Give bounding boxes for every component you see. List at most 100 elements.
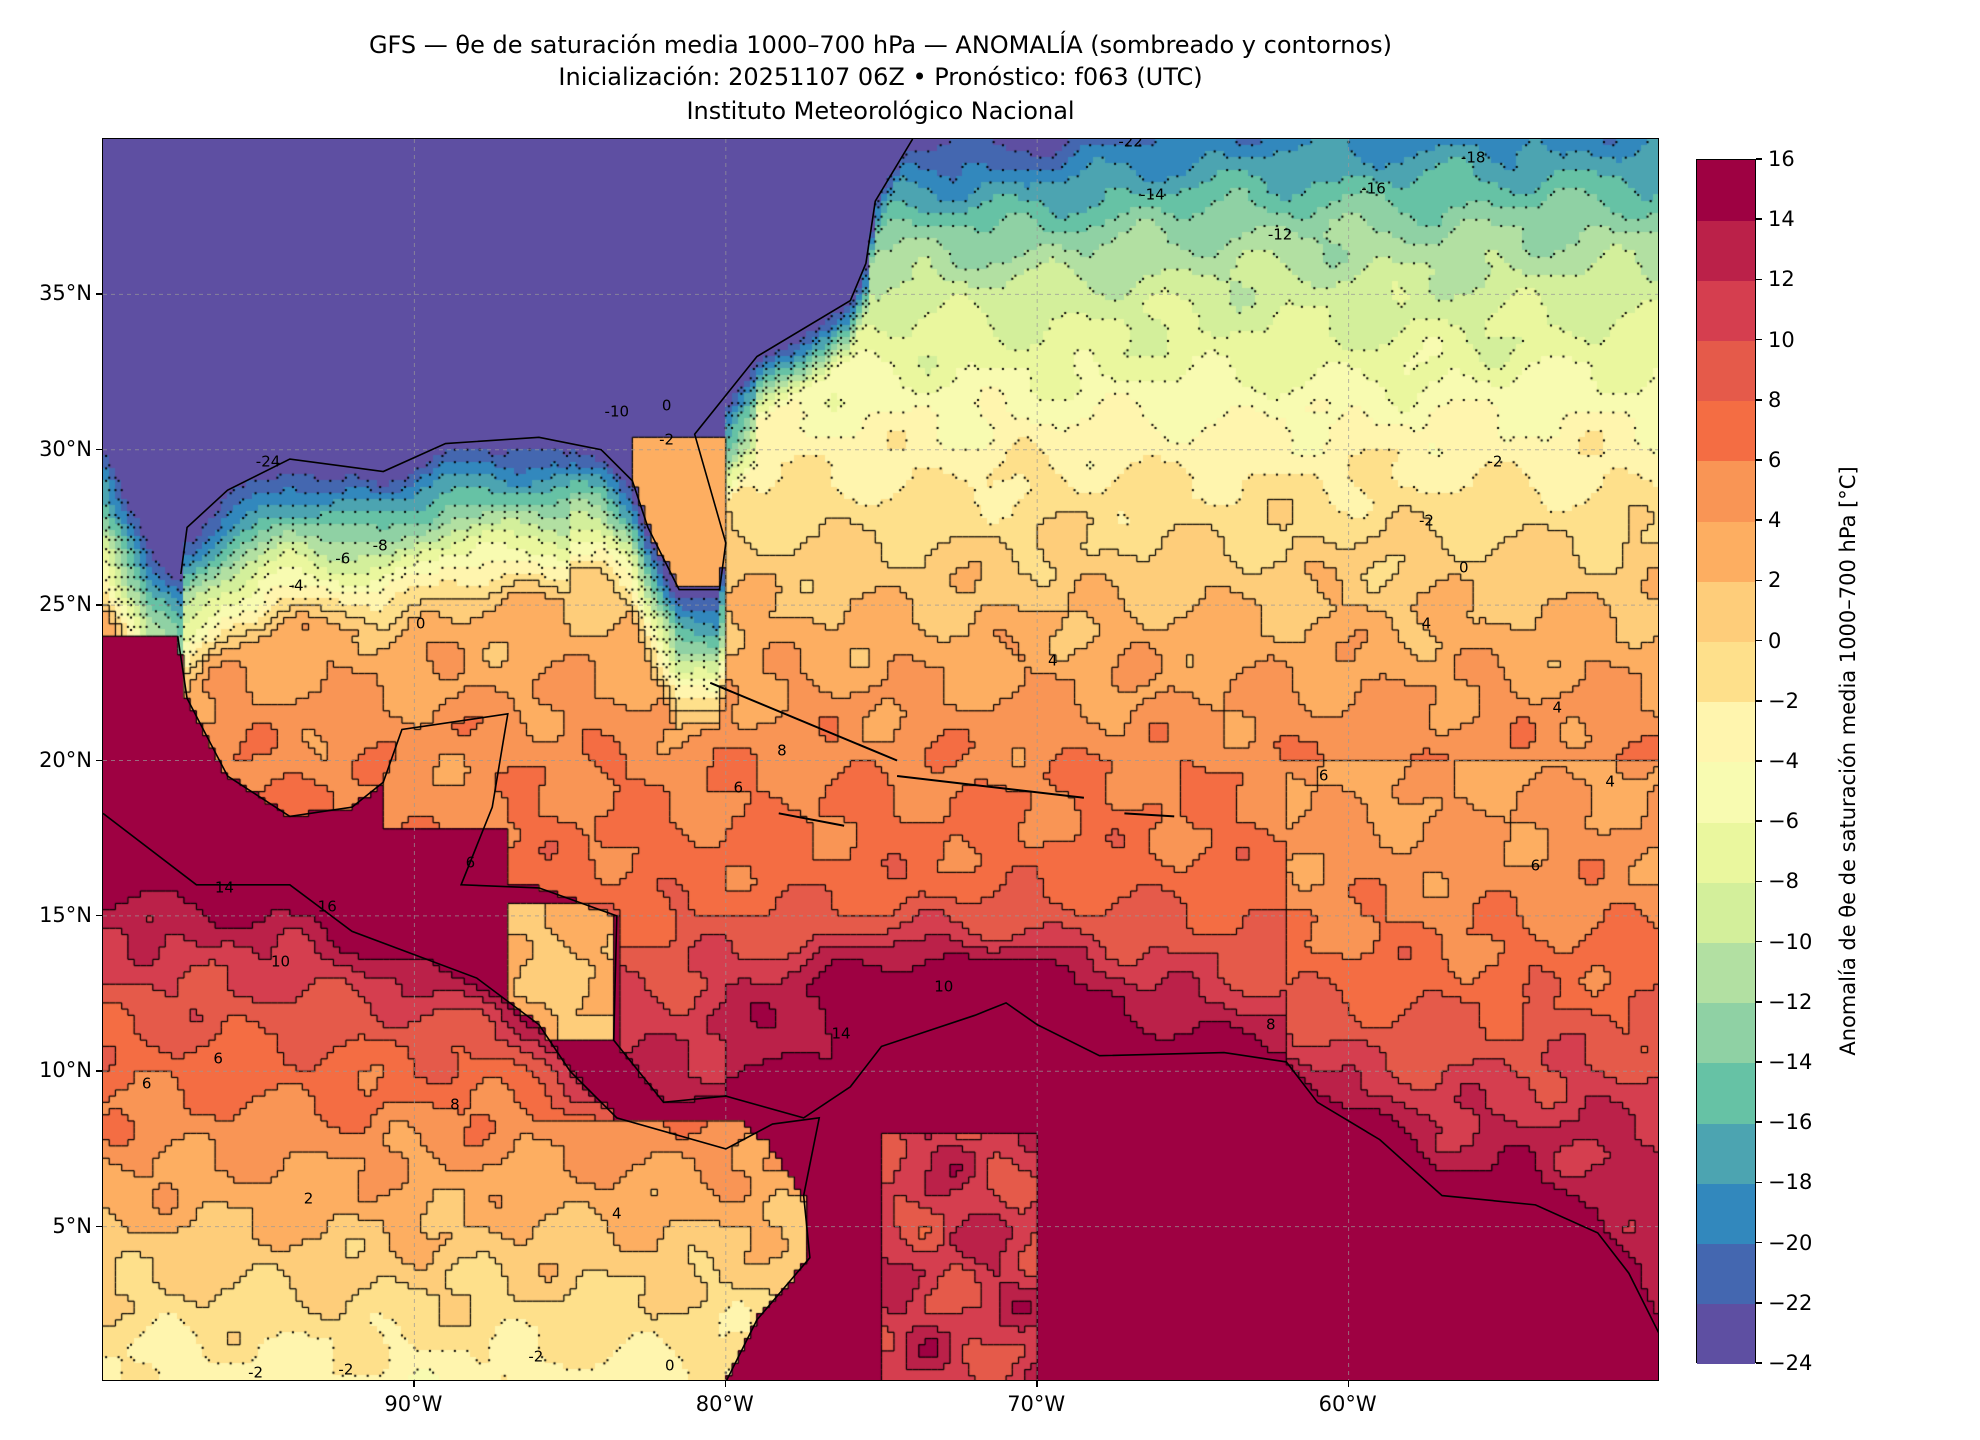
y-tick-mark (96, 604, 102, 606)
colorbar-tick-label: −22 (1768, 1290, 1813, 1315)
colorbar-band (1697, 581, 1755, 643)
contour-label: 4 (612, 1204, 622, 1223)
contour-label: 2 (303, 1189, 314, 1208)
y-tick-label: 30°N (39, 436, 92, 461)
coastline-pacific (103, 812, 821, 1380)
x-tick-label: 60°W (1318, 1392, 1377, 1416)
colorbar-band (1697, 280, 1755, 342)
colorbar-band (1697, 942, 1755, 1004)
contour-label: -16 (1361, 179, 1386, 198)
colorbar-tick-mark (1756, 639, 1762, 642)
y-tick-label: 20°N (39, 747, 92, 772)
contour-label: 14 (214, 878, 234, 897)
chart-subtitle-institute: Instituto Meteorológico Nacional (686, 97, 1075, 125)
colorbar-band (1697, 521, 1755, 582)
colorbar-tick-label: −12 (1768, 989, 1813, 1014)
colorbar-band (1697, 461, 1755, 522)
colorbar-tick-label: 6 (1768, 448, 1782, 472)
colorbar-tick-mark (1756, 1001, 1762, 1003)
colorbar-tick-label: −4 (1768, 749, 1799, 773)
colorbar-tick-label: 8 (1768, 387, 1782, 412)
y-tick-mark (96, 914, 102, 917)
contour-label: -2 (248, 1363, 264, 1381)
colorbar-tick-mark (1756, 1241, 1762, 1244)
contour-label: -6 (335, 549, 351, 567)
colorbar-band (1697, 1063, 1755, 1124)
contour-label: -22 (1118, 138, 1143, 151)
contour-label: 4 (1552, 698, 1563, 717)
colorbar-tick-mark (1756, 940, 1762, 943)
colorbar-band (1697, 1303, 1755, 1365)
x-tick-mark (1036, 1381, 1038, 1387)
contour-label: 0 (415, 614, 426, 633)
contour-label: -18 (1460, 148, 1486, 167)
contour-label: 4 (1421, 614, 1432, 633)
y-tick-label: 35°N (39, 281, 92, 306)
contour-label: 6 (1318, 766, 1329, 785)
contour-label: -4 (288, 576, 304, 595)
colorbar-tick-mark (1756, 1121, 1762, 1123)
contour-label: 6 (733, 778, 744, 797)
contour-label: -2 (659, 430, 675, 449)
colorbar-band (1697, 340, 1755, 402)
x-tick-label: 90°W (384, 1392, 443, 1416)
contour-label: 0 (1459, 558, 1469, 577)
y-tick-label: 5°N (52, 1213, 92, 1238)
colorbar-band (1697, 701, 1755, 763)
coastline-island (778, 812, 845, 827)
map-overlay (103, 139, 1658, 1380)
map-plot-area: -24 -22 -18 -16 -14 -12 -10 -8 -6 -4 -2 0 0 -2 -2 0 4 4 4 4… (102, 138, 1659, 1381)
contour-label: 0 (661, 396, 672, 415)
colorbar-band (1697, 1183, 1755, 1245)
colorbar-tick-label: −6 (1768, 809, 1799, 834)
colorbar-tick-mark (1756, 760, 1762, 762)
y-tick-mark (96, 759, 102, 761)
contour-label: 4 (1047, 651, 1058, 670)
contour-label: 8 (777, 741, 787, 760)
x-tick-mark (1347, 1381, 1350, 1387)
colorbar-tick-mark (1756, 820, 1762, 822)
coastline-island (1124, 812, 1175, 818)
colorbar (1696, 159, 1756, 1365)
colorbar-band (1697, 1123, 1755, 1184)
colorbar-tick-label: −18 (1768, 1170, 1813, 1195)
coastline-us (180, 139, 914, 591)
y-tick-mark (96, 1225, 102, 1228)
contour-label: 6 (1530, 856, 1541, 875)
colorbar-band (1697, 1243, 1755, 1305)
colorbar-tick-label: −10 (1768, 929, 1813, 954)
contour-label: 14 (831, 1024, 851, 1043)
colorbar-tick-mark (1756, 459, 1762, 461)
coastline-island (709, 681, 898, 762)
contour-label: -2 (1418, 511, 1434, 530)
colorbar-band (1697, 641, 1755, 703)
contour-label: -2 (528, 1347, 544, 1366)
x-tick-mark (413, 1381, 415, 1387)
colorbar-tick-mark (1756, 218, 1762, 220)
contour-label: -8 (372, 536, 388, 555)
colorbar-band (1697, 160, 1755, 221)
colorbar-tick-mark (1756, 158, 1762, 160)
colorbar-tick-label: 2 (1768, 568, 1782, 593)
x-tick-mark (724, 1381, 727, 1387)
colorbar-band (1697, 882, 1755, 944)
x-tick-label: 70°W (1007, 1392, 1066, 1416)
contour-label: -2 (1487, 452, 1503, 471)
coastline-island (896, 775, 1085, 799)
chart-title: GFS — θe de saturación media 1000–700 hP… (368, 31, 1393, 59)
contour-label: 6 (213, 1049, 223, 1068)
contour-label: 6 (465, 853, 476, 872)
contour-label: 6 (141, 1074, 152, 1093)
colorbar-tick-mark (1756, 399, 1762, 401)
colorbar-tick-label: 12 (1768, 267, 1795, 292)
contour-label: -12 (1267, 225, 1293, 244)
colorbar-tick-mark (1756, 880, 1762, 883)
y-tick-mark (96, 293, 102, 295)
colorbar-tick-label: −2 (1768, 688, 1799, 713)
chart-subtitle-init: Inicialización: 20251107 06Z • Pronóstic… (558, 63, 1203, 91)
colorbar-tick-label: 14 (1768, 207, 1795, 232)
contour-label: -2 (338, 1360, 354, 1379)
y-tick-label: 10°N (39, 1058, 92, 1083)
colorbar-tick-label: −8 (1768, 869, 1799, 894)
x-tick-label: 80°W (695, 1392, 754, 1416)
